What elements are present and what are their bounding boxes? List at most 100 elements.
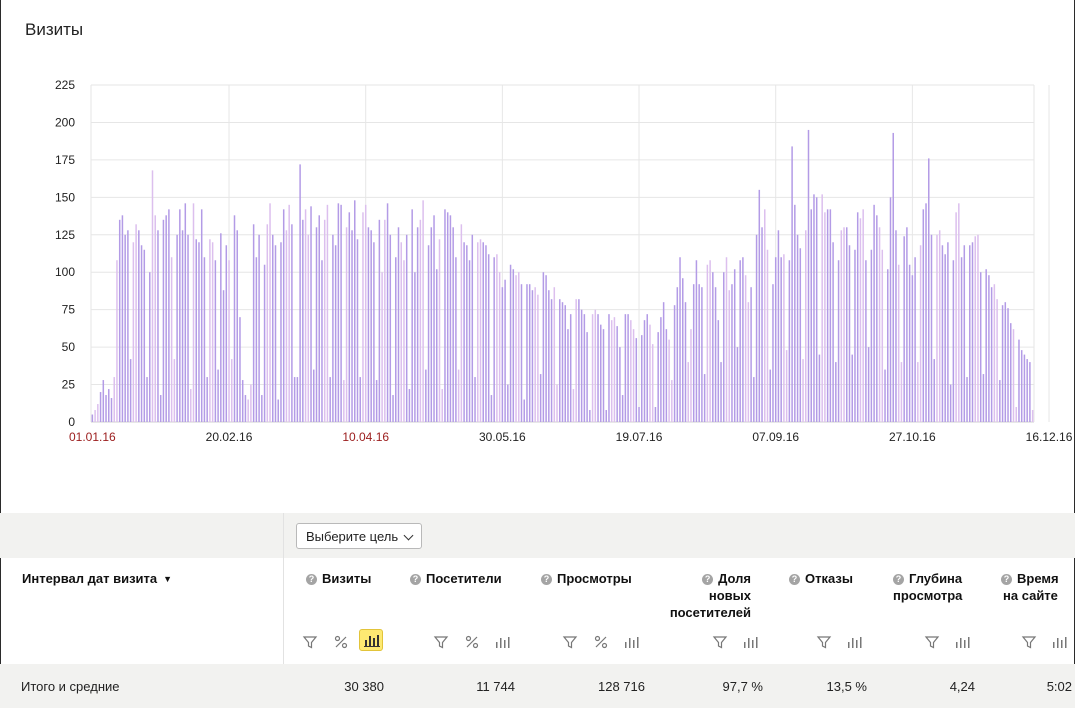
bar — [785, 350, 788, 422]
metric-header-time-on-site[interactable]: ? Время на сайте — [1001, 570, 1059, 604]
bar — [941, 245, 944, 422]
bar — [209, 239, 211, 422]
bar — [690, 329, 692, 422]
bar — [214, 260, 217, 422]
bar — [917, 362, 919, 422]
goal-select-dropdown[interactable]: Выберите цель — [296, 523, 422, 549]
x-tick-label: 16.12.16 — [1026, 430, 1073, 444]
help-icon[interactable]: ? — [306, 574, 317, 585]
bar — [427, 245, 430, 422]
bar — [263, 264, 266, 422]
chart-metric-toggle-icon[interactable] — [622, 632, 642, 652]
chart-bars — [91, 129, 1034, 422]
filter-icon[interactable] — [710, 632, 730, 652]
help-icon[interactable]: ? — [1001, 574, 1012, 585]
chart-metric-toggle-icon[interactable] — [845, 632, 865, 652]
bar — [815, 197, 818, 422]
chart-metric-toggle-icon[interactable] — [953, 632, 973, 652]
help-icon[interactable]: ? — [893, 574, 904, 585]
percent-icon[interactable] — [591, 632, 611, 652]
bar — [731, 284, 733, 422]
bar — [528, 284, 531, 422]
bar — [1031, 410, 1034, 422]
metric-header-page-depth[interactable]: ? Глубина просмотра — [893, 570, 962, 604]
filter-icon[interactable] — [1019, 632, 1039, 652]
percent-icon[interactable] — [331, 632, 351, 652]
bar — [384, 219, 386, 422]
bar — [791, 146, 793, 422]
bar — [933, 359, 935, 422]
metric-header-label-line2: на сайте — [1003, 588, 1058, 603]
chart-metric-toggle-icon[interactable] — [741, 632, 761, 652]
filter-icon[interactable] — [922, 632, 942, 652]
percent-icon[interactable] — [462, 632, 482, 652]
bar — [433, 215, 435, 422]
metric-header-pageviews[interactable]: ? Просмотры — [541, 570, 632, 587]
bar — [241, 380, 244, 422]
bar — [870, 249, 873, 422]
metric-header-visits[interactable]: ? Визиты — [306, 570, 371, 587]
bar — [250, 384, 252, 422]
filter-icon[interactable] — [814, 632, 834, 652]
bar — [318, 215, 320, 422]
bar — [988, 275, 990, 422]
chart-metric-toggle-icon[interactable] — [359, 629, 383, 651]
bar — [608, 314, 610, 422]
metric-header-label: Посетители — [426, 571, 502, 586]
dimension-header-date-interval[interactable]: Интервал дат визита ▼ — [22, 571, 172, 586]
metric-header-new-visitors-share[interactable]: ? Доля новых посетителей — [640, 570, 751, 621]
bar — [807, 129, 810, 422]
totals-bounce-rate: 13,5 % — [826, 679, 867, 694]
bar — [952, 260, 955, 422]
bar — [422, 200, 424, 422]
bar — [736, 347, 739, 422]
bar — [627, 314, 629, 422]
y-tick-label: 100 — [55, 265, 75, 279]
bar — [127, 230, 129, 422]
bar — [170, 257, 173, 422]
bar — [974, 236, 976, 422]
bar — [414, 272, 416, 422]
bar — [364, 204, 367, 422]
metric-header-bounce-rate[interactable]: ? Отказы — [789, 570, 853, 587]
help-icon[interactable]: ? — [702, 574, 714, 585]
bar — [632, 329, 635, 422]
bar — [140, 245, 143, 422]
bar — [1015, 407, 1017, 422]
bar — [288, 204, 290, 422]
metric-header-visitors[interactable]: ? Посетители — [410, 570, 502, 587]
bar — [149, 272, 151, 422]
bar — [862, 209, 864, 422]
bar — [217, 369, 219, 422]
bar — [490, 395, 493, 422]
bar — [340, 204, 342, 422]
chart-metric-toggle-icon[interactable] — [1050, 632, 1070, 652]
bar — [569, 314, 572, 422]
bar — [323, 219, 326, 422]
help-icon[interactable]: ? — [789, 574, 800, 585]
goal-toolbar-band — [0, 513, 1075, 558]
filter-icon[interactable] — [431, 632, 451, 652]
bar — [944, 254, 946, 422]
filter-icon[interactable] — [300, 632, 320, 652]
help-icon[interactable]: ? — [410, 574, 421, 585]
bar — [108, 389, 110, 422]
filter-icon[interactable] — [560, 632, 580, 652]
bar — [291, 224, 293, 422]
help-icon[interactable]: ? — [541, 574, 552, 585]
bar — [805, 230, 807, 422]
bar — [105, 395, 107, 422]
bar — [542, 272, 545, 422]
bar — [228, 260, 230, 422]
bar — [239, 317, 241, 422]
bar — [949, 384, 952, 422]
bar — [266, 224, 269, 422]
bar — [143, 249, 146, 422]
bar — [329, 377, 331, 422]
bar — [411, 209, 413, 422]
chart-metric-toggle-icon[interactable] — [493, 632, 513, 652]
bar — [507, 384, 509, 422]
bar — [304, 209, 307, 422]
metric-header-label-line2: новых — [708, 588, 751, 603]
bar — [261, 395, 263, 422]
